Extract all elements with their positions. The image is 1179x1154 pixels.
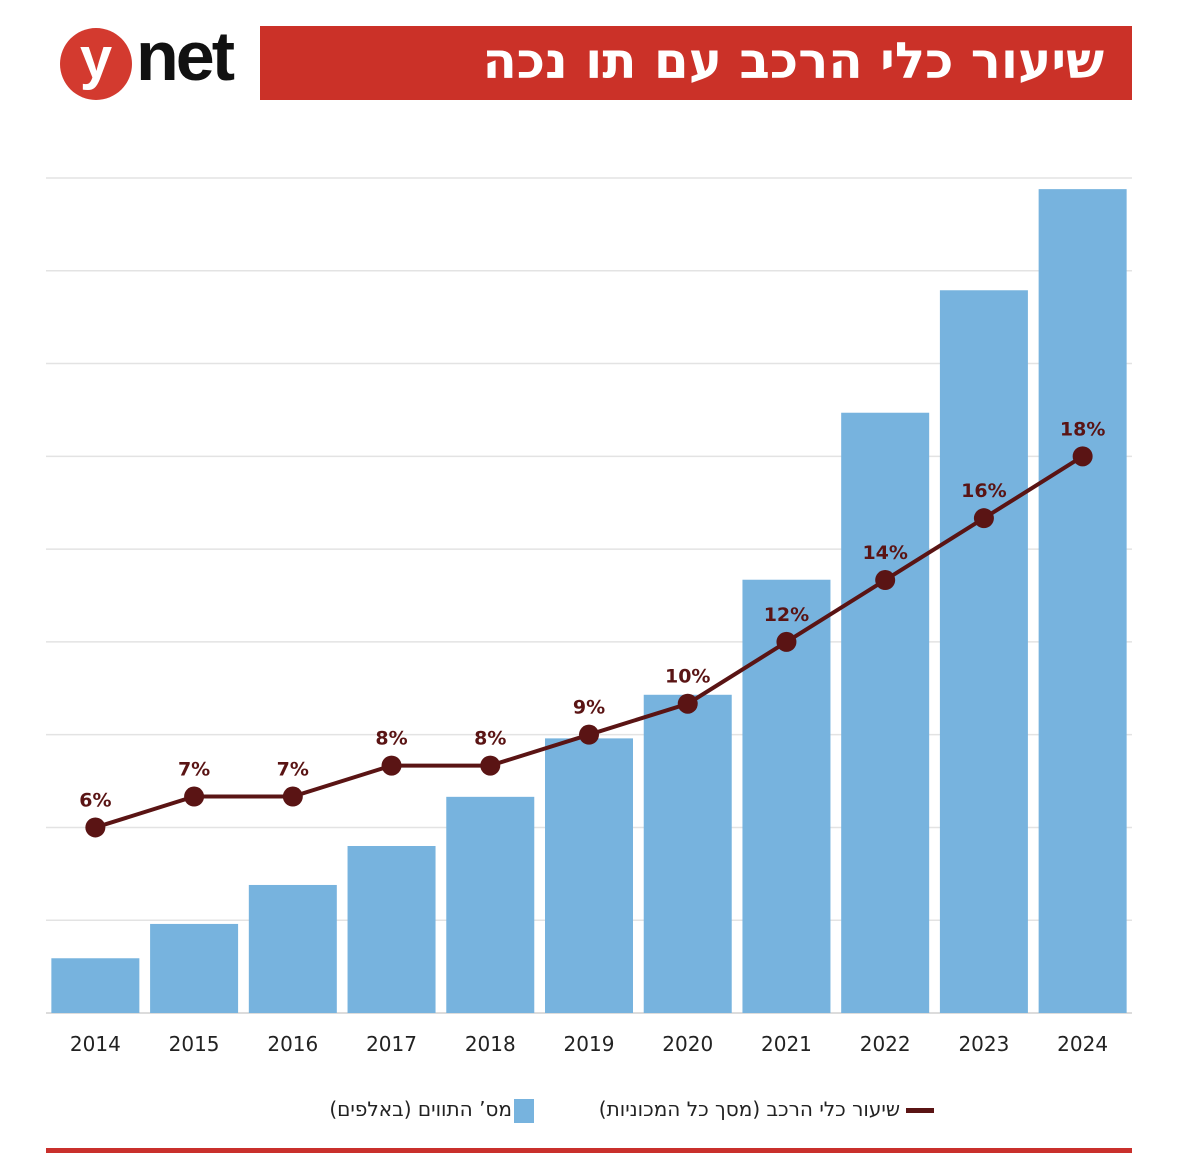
legend-item-bar: מס’ התווים (באלפים) xyxy=(329,1097,534,1123)
logo-y: y xyxy=(60,28,132,100)
bar-2017 xyxy=(347,846,436,1013)
legend-bar-label: מס’ התווים (באלפים) xyxy=(329,1097,512,1121)
bar-2019 xyxy=(545,738,633,1013)
line-point-2022 xyxy=(875,570,896,591)
line-point-2019 xyxy=(579,724,599,745)
bottom-rule xyxy=(46,1148,1132,1153)
x-tick-label: 2016 xyxy=(267,1032,318,1056)
line-point-2024 xyxy=(1072,446,1093,467)
bar-2024 xyxy=(1038,189,1127,1014)
x-tick-label: 2015 xyxy=(169,1032,220,1056)
line-point-2017 xyxy=(381,755,402,776)
line-point-2014 xyxy=(85,817,106,838)
x-tick-label: 2017 xyxy=(366,1032,417,1056)
x-tick-label: 2020 xyxy=(662,1032,713,1056)
x-tick-label: 2018 xyxy=(465,1032,516,1056)
x-tick-label: 2019 xyxy=(564,1032,615,1056)
legend-item-line: שיעור כלי הרכב (מסך כל המכוניות) xyxy=(599,1097,934,1121)
data-label: 7% xyxy=(178,759,210,781)
legend-bar-swatch xyxy=(514,1098,534,1123)
bar-2016 xyxy=(248,884,337,1013)
data-label: 8% xyxy=(375,728,407,750)
data-label: 10% xyxy=(665,666,710,688)
legend-line-swatch xyxy=(906,1108,934,1113)
title-bar: שיעור כלי הרכב עם תו נכה xyxy=(260,26,1132,100)
data-label: 9% xyxy=(573,697,605,719)
data-label: 12% xyxy=(764,604,809,626)
line-point-2023 xyxy=(973,508,994,529)
line-point-2015 xyxy=(184,786,205,807)
ynet-logo: y net xyxy=(60,17,245,102)
data-label: 8% xyxy=(474,728,506,750)
legend: שיעור כלי הרכב (מסך כל המכוניות) מס’ התו… xyxy=(0,1097,1179,1127)
bar-2022 xyxy=(841,412,930,1013)
legend-line-label: שיעור כלי הרכב (מסך כל המכוניות) xyxy=(598,1097,900,1121)
bar-2014 xyxy=(51,958,140,1013)
data-label: 6% xyxy=(79,789,111,811)
line-point-2020 xyxy=(677,693,698,714)
x-tick-label: 2014 xyxy=(70,1032,121,1056)
data-label: 14% xyxy=(862,542,907,564)
line-point-2016 xyxy=(282,786,303,807)
data-label: 18% xyxy=(1060,418,1105,440)
bar-2023 xyxy=(939,290,1028,1013)
bar-2020 xyxy=(643,694,732,1013)
x-tick-label: 2023 xyxy=(958,1032,1009,1056)
data-label: 16% xyxy=(961,480,1006,502)
x-tick-label: 2024 xyxy=(1057,1032,1108,1056)
x-tick-label: 2021 xyxy=(761,1032,812,1056)
bar-2021 xyxy=(742,579,831,1013)
chart-title: שיעור כלי הרכב עם תו נכה xyxy=(482,32,1104,90)
data-label: 7% xyxy=(277,759,309,781)
bar-2018 xyxy=(446,796,535,1013)
x-tick-label: 2022 xyxy=(860,1032,911,1056)
line-point-2021 xyxy=(776,631,797,652)
logo-net: net xyxy=(136,17,235,95)
line-point-2018 xyxy=(480,755,501,776)
bar-2015 xyxy=(150,923,239,1013)
